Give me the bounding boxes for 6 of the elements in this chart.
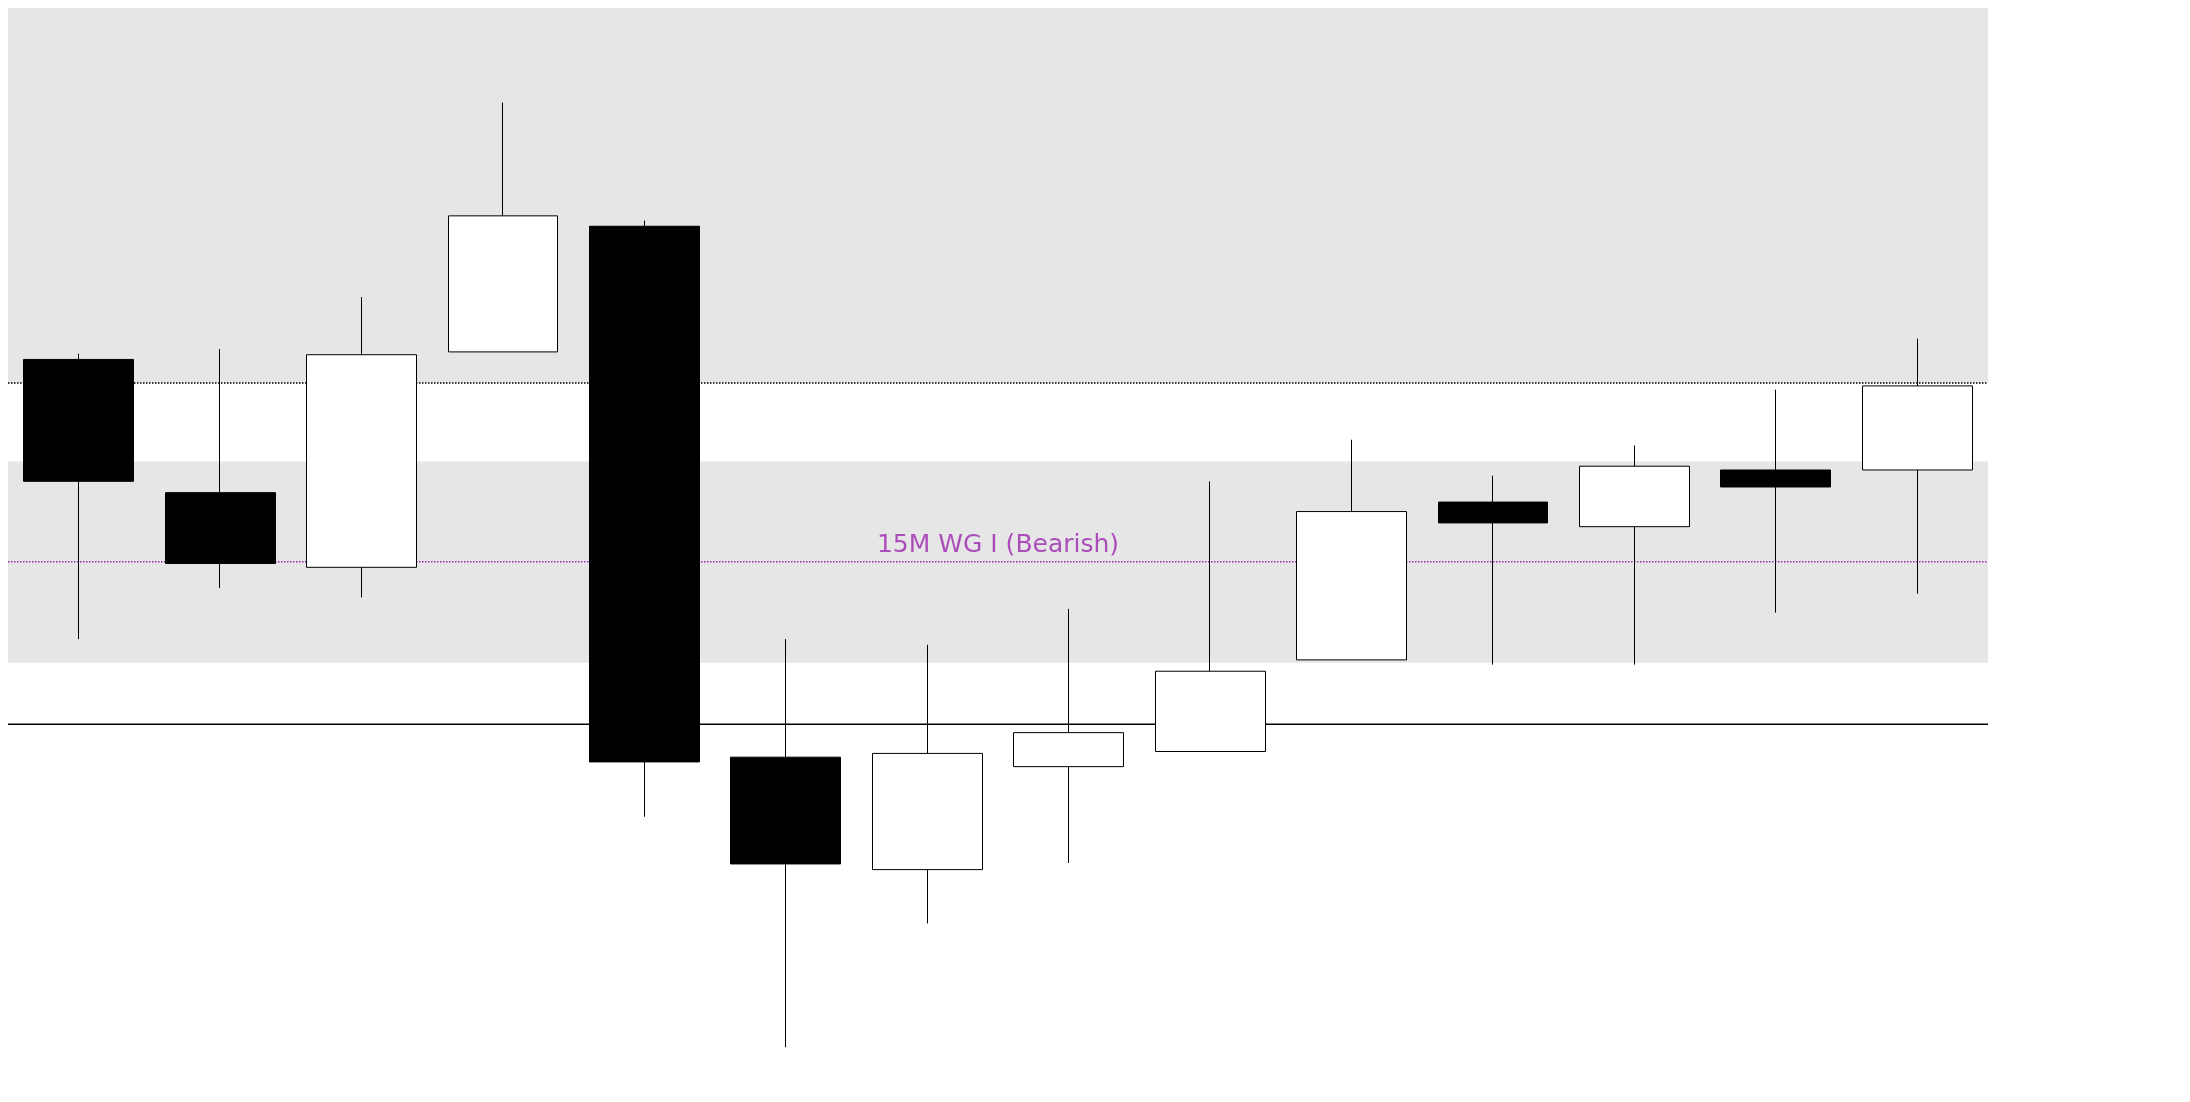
- candlestick: [1296, 439, 1407, 661]
- candlestick: [1720, 389, 1831, 614]
- ref-line-label: 15M WG I (Bearish): [876, 528, 1120, 558]
- candlestick: [1438, 475, 1548, 666]
- candlestick: [448, 101, 558, 353]
- candlestick: [1579, 444, 1690, 666]
